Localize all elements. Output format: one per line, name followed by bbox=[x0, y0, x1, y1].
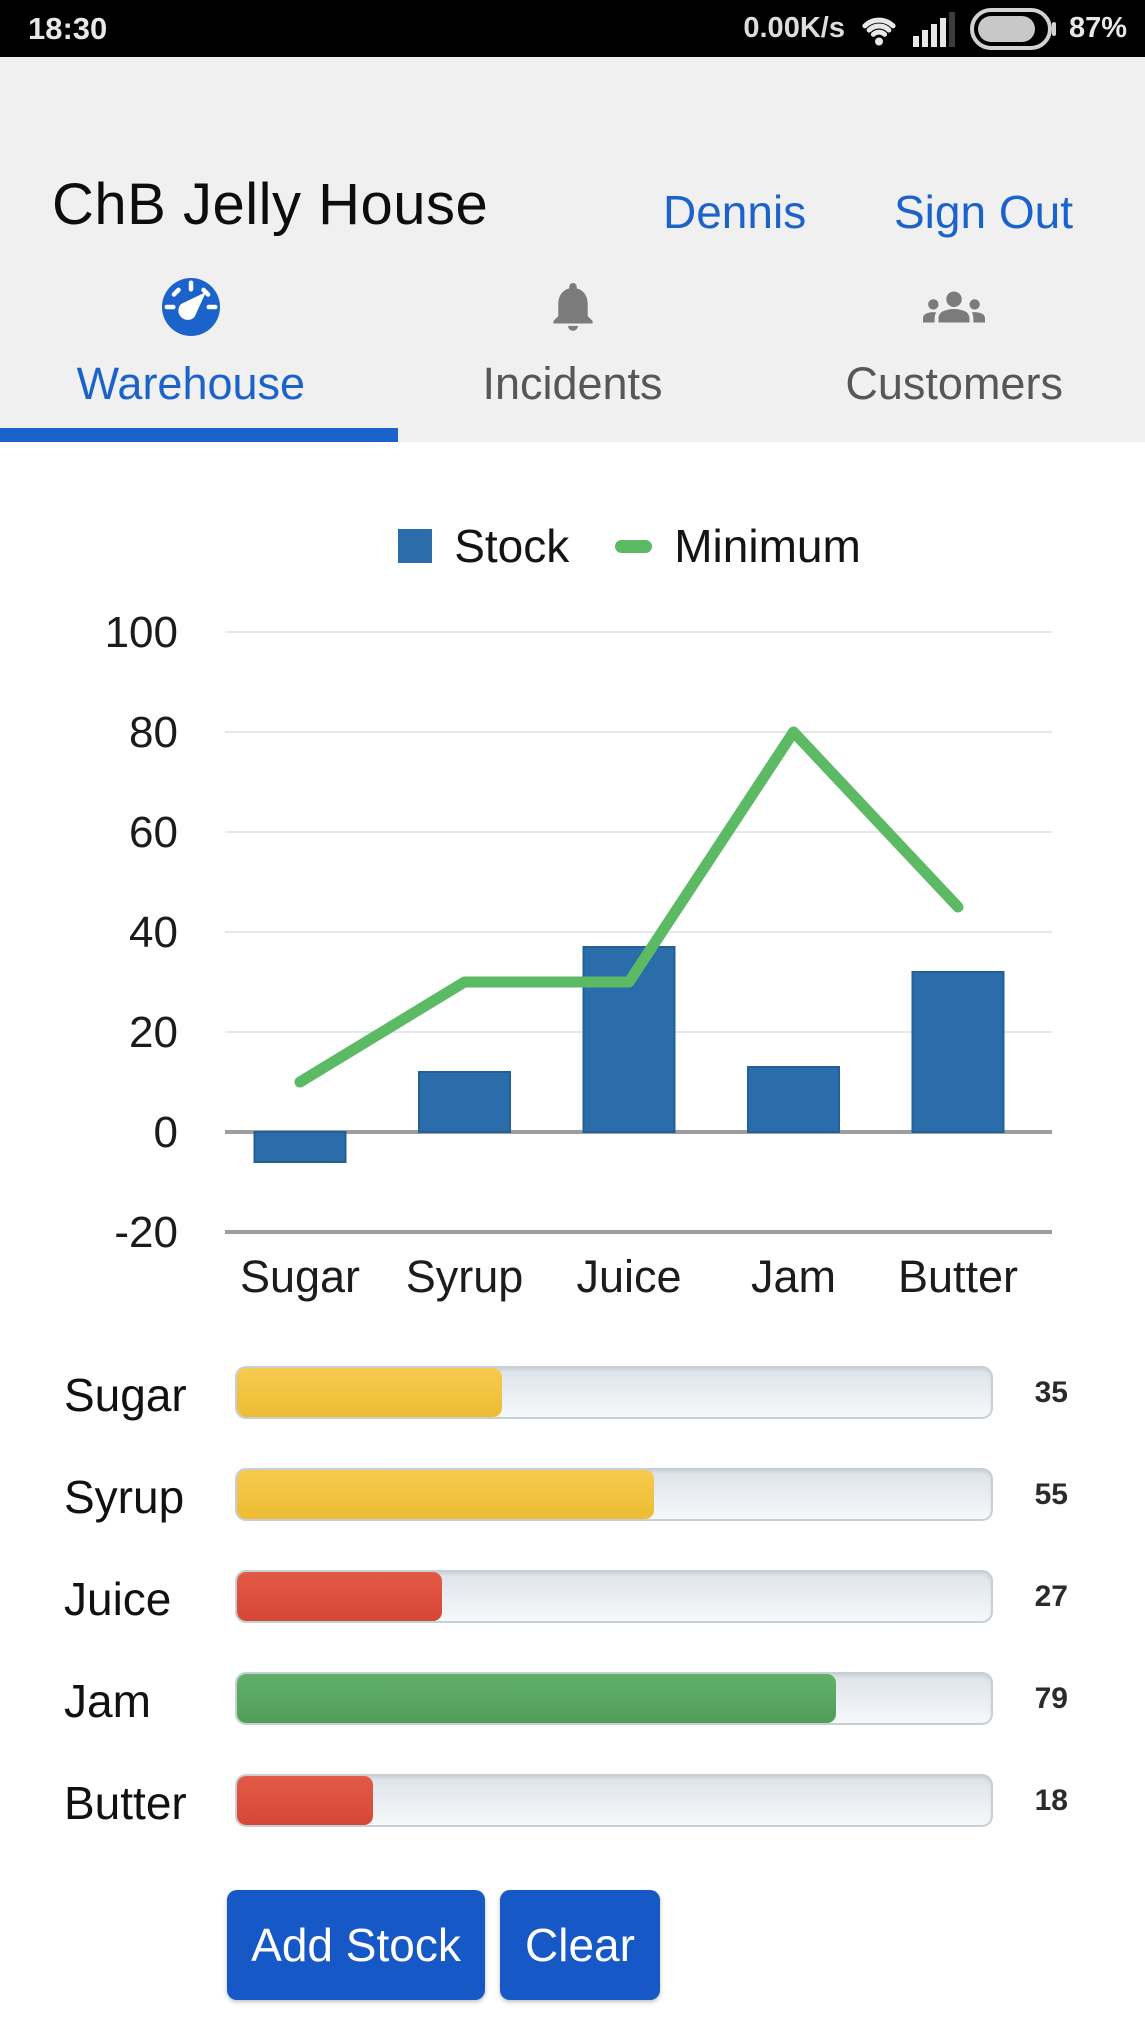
bell-icon bbox=[382, 276, 764, 338]
stock-row-label: Jam bbox=[64, 1675, 151, 1727]
active-tab-indicator bbox=[0, 428, 398, 442]
y-tick-label: -20 bbox=[114, 1208, 178, 1257]
stock-progress-fill bbox=[237, 1572, 442, 1621]
stock-progress-fill bbox=[237, 1470, 654, 1519]
stock-row-label: Butter bbox=[64, 1777, 187, 1829]
y-tick-label: 0 bbox=[154, 1108, 178, 1157]
y-tick-label: 100 bbox=[105, 608, 178, 657]
stock-bar-sugar bbox=[253, 1131, 347, 1163]
tab-warehouse-label: Warehouse bbox=[76, 358, 306, 409]
stock-progress-track bbox=[235, 1468, 993, 1521]
legend-minimum-swatch bbox=[615, 539, 653, 553]
stock-progress-track bbox=[235, 1570, 993, 1623]
stock-progress-track bbox=[235, 1672, 993, 1725]
y-tick-label: 60 bbox=[129, 808, 178, 857]
minimum-line bbox=[294, 726, 964, 1088]
status-bar: 18:30 0.00K/s 87% bbox=[0, 0, 1145, 57]
y-tick-label: 20 bbox=[129, 1008, 178, 1057]
stock-row-value: 35 bbox=[1034, 1376, 1068, 1409]
stock-bar-jam bbox=[747, 1066, 840, 1133]
user-link[interactable]: Dennis bbox=[663, 186, 807, 238]
clear-button[interactable]: Clear bbox=[500, 1890, 660, 2000]
sign-out-link[interactable]: Sign Out bbox=[894, 186, 1073, 238]
stock-bar-butter bbox=[911, 971, 1005, 1133]
stock-row-value: 79 bbox=[1034, 1682, 1068, 1715]
stock-row-juice: Juice 27 bbox=[0, 1546, 1145, 1648]
x-category-label: Syrup bbox=[406, 1251, 524, 1302]
app-header: ChB Jelly House Dennis Sign Out Wareho bbox=[0, 57, 1145, 442]
stock-progress-track bbox=[235, 1366, 993, 1419]
tab-incidents-label: Incidents bbox=[482, 358, 663, 409]
tab-warehouse[interactable]: Warehouse bbox=[0, 262, 382, 442]
people-icon bbox=[763, 276, 1145, 338]
stock-row-jam: Jam 79 bbox=[0, 1648, 1145, 1750]
signal-icon bbox=[912, 11, 955, 47]
stock-progress-track bbox=[235, 1774, 993, 1827]
page-title: ChB Jelly House bbox=[52, 172, 489, 237]
stock-row-label: Sugar bbox=[64, 1369, 187, 1421]
status-icons: 0.00K/s 87% bbox=[743, 7, 1127, 50]
tab-incidents[interactable]: Incidents bbox=[382, 262, 764, 442]
legend-stock-swatch bbox=[398, 529, 433, 563]
stock-progress-fill bbox=[237, 1368, 502, 1417]
battery-icon bbox=[969, 7, 1056, 50]
legend-minimum-label: Minimum bbox=[674, 520, 861, 572]
stock-row-sugar: Sugar 35 bbox=[0, 1342, 1145, 1444]
gauge-icon bbox=[0, 276, 382, 338]
x-category-label: Jam bbox=[751, 1251, 836, 1302]
tab-customers[interactable]: Customers bbox=[763, 262, 1145, 442]
stock-row-label: Juice bbox=[64, 1573, 172, 1625]
y-tick-label: 80 bbox=[129, 708, 178, 757]
y-tick-label: 40 bbox=[129, 908, 178, 957]
stock-chart: 100 80 60 40 20 0 -20 Sugar Syrup Juice Jam Butter bbox=[105, 608, 1052, 1302]
network-speed: 0.00K/s bbox=[743, 12, 845, 44]
x-category-label: Sugar bbox=[240, 1251, 360, 1302]
stock-progress-fill bbox=[237, 1674, 836, 1723]
legend-stock-label: Stock bbox=[454, 520, 570, 572]
x-category-label: Butter bbox=[898, 1251, 1018, 1302]
stock-row-label: Syrup bbox=[64, 1471, 185, 1523]
stock-bar-syrup bbox=[418, 1071, 511, 1133]
tab-bar: Warehouse Incidents Customers bbox=[0, 262, 1145, 442]
tab-customers-label: Customers bbox=[845, 358, 1063, 409]
stock-row-butter: Butter 18 bbox=[0, 1750, 1145, 1852]
add-stock-button[interactable]: Add Stock bbox=[227, 1890, 485, 2000]
stock-progress-fill bbox=[237, 1776, 373, 1825]
stock-row-value: 55 bbox=[1034, 1478, 1068, 1511]
stock-row-syrup: Syrup 55 bbox=[0, 1444, 1145, 1546]
chart-legend: Stock Minimum bbox=[57, 520, 1145, 572]
clock: 18:30 bbox=[28, 10, 108, 46]
x-category-label: Juice bbox=[576, 1251, 681, 1302]
battery-percent: 87% bbox=[1068, 12, 1127, 44]
stock-row-value: 18 bbox=[1034, 1784, 1068, 1817]
wifi-icon bbox=[862, 17, 896, 45]
stock-row-value: 27 bbox=[1034, 1580, 1068, 1613]
